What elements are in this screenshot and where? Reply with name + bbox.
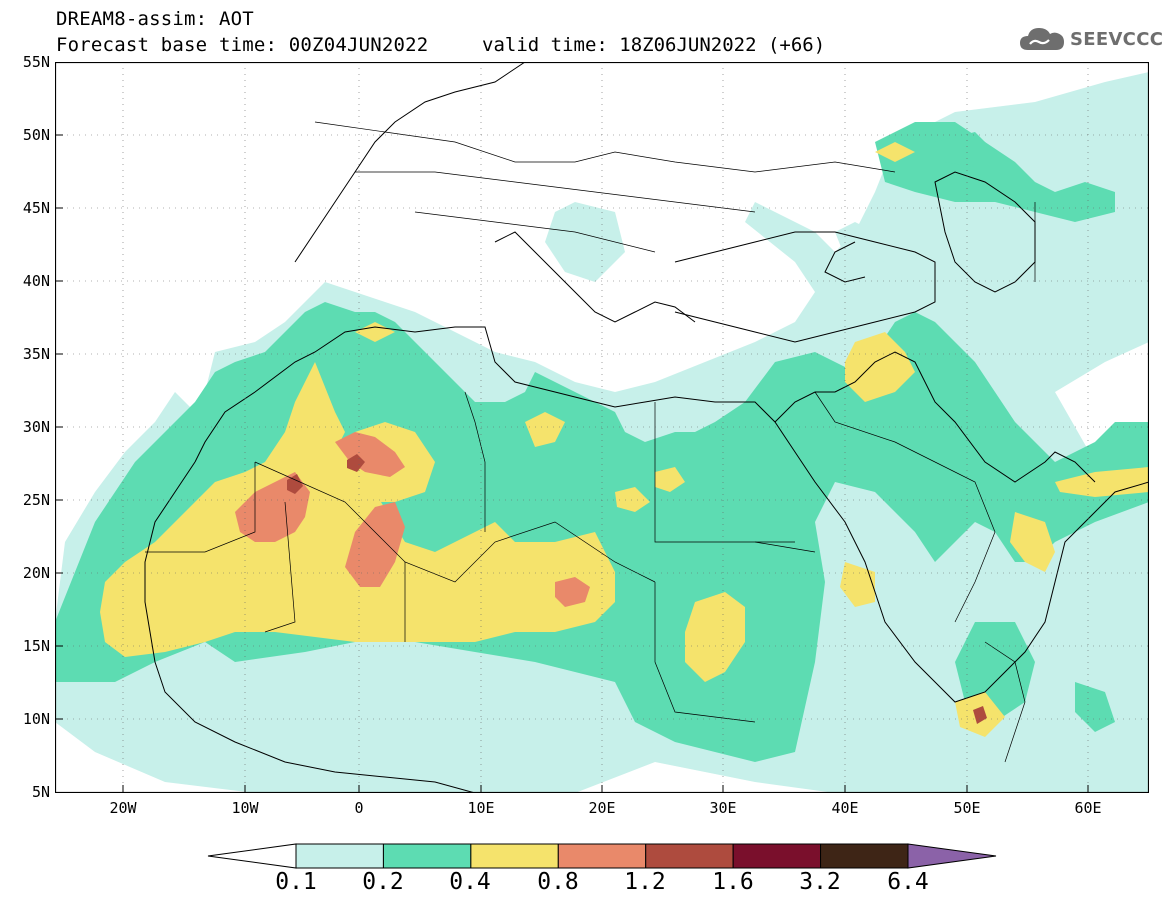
- aot-contour-0.8: [235, 432, 590, 607]
- colorbar-label: 0.4: [449, 869, 491, 895]
- lon-label: 10E: [467, 799, 495, 817]
- lat-label: 35N: [22, 345, 50, 363]
- colorbar-box: [732, 843, 822, 869]
- valid-time: valid time: 18Z06JUN2022 (+66): [482, 34, 826, 56]
- colorbar-label: 0.1: [275, 869, 317, 895]
- colorbar-label: 1.2: [624, 869, 666, 895]
- lon-label: 30E: [709, 799, 737, 817]
- lat-label: 5N: [31, 783, 50, 801]
- aot-map: [55, 62, 1149, 793]
- country-borders: [145, 121, 1036, 763]
- lat-label: 50N: [22, 126, 50, 144]
- lat-label: 15N: [22, 637, 50, 655]
- colorbar-box: [295, 843, 384, 869]
- seevccc-logo: SEEVCCC: [1018, 24, 1163, 54]
- lat-label: 25N: [22, 491, 50, 509]
- lon-label: 0: [354, 799, 364, 817]
- lat-label: 55N: [22, 53, 50, 71]
- colorbar-label: 3.2: [799, 869, 841, 895]
- colorbar-box: [470, 843, 559, 869]
- lat-label: 30N: [22, 418, 50, 436]
- graticule: [55, 62, 1149, 793]
- colorbar-label: 1.6: [712, 869, 754, 895]
- lat-label: 45N: [22, 199, 50, 217]
- lon-label: 20W: [109, 799, 137, 817]
- colorbar-box: [820, 843, 909, 869]
- lat-label: 10N: [22, 710, 50, 728]
- lon-label: 60E: [1074, 799, 1102, 817]
- lon-label: 50E: [953, 799, 981, 817]
- logo-text: SEEVCCC: [1070, 28, 1164, 50]
- lon-label: 10W: [231, 799, 259, 817]
- colorbar-box: [382, 843, 472, 869]
- aot-contour-1.2: [287, 454, 987, 724]
- map-title: DREAM8-assim: AOT: [56, 8, 254, 30]
- colorbar-min-arrow: [207, 843, 297, 869]
- forecast-base-time: Forecast base time: 00Z04JUN2022: [56, 34, 429, 56]
- cloud-icon: [1020, 28, 1064, 50]
- lon-label: 20E: [588, 799, 616, 817]
- colorbar-label: 6.4: [887, 869, 929, 895]
- colorbar: [207, 843, 997, 869]
- colorbar-box: [557, 843, 647, 869]
- colorbar-box: [645, 843, 734, 869]
- lon-label: 40E: [831, 799, 859, 817]
- lat-label: 20N: [22, 564, 50, 582]
- colorbar-max-arrow: [907, 843, 997, 869]
- lat-label: 40N: [22, 272, 50, 290]
- colorbar-label: 0.2: [362, 869, 404, 895]
- colorbar-label: 0.8: [537, 869, 579, 895]
